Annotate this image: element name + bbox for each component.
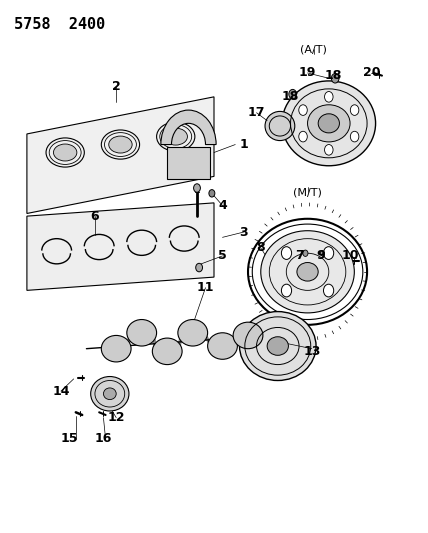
Text: 18: 18: [324, 69, 342, 82]
Text: 11: 11: [197, 281, 214, 294]
Text: 5: 5: [218, 249, 227, 262]
Circle shape: [331, 74, 339, 83]
Text: (M/T): (M/T): [293, 187, 322, 197]
Text: 2: 2: [112, 80, 121, 93]
Text: 7: 7: [294, 249, 303, 262]
Ellipse shape: [318, 114, 339, 133]
Circle shape: [320, 251, 324, 256]
Circle shape: [299, 131, 307, 142]
Text: 5758  2400: 5758 2400: [14, 17, 105, 33]
Wedge shape: [161, 110, 216, 144]
FancyBboxPatch shape: [167, 147, 210, 179]
Circle shape: [281, 247, 291, 260]
Text: 10: 10: [341, 249, 359, 262]
Circle shape: [324, 284, 334, 297]
Circle shape: [324, 92, 333, 102]
Text: 18: 18: [282, 90, 299, 103]
Text: 20: 20: [363, 67, 380, 79]
Text: 19: 19: [299, 67, 316, 79]
Circle shape: [209, 190, 215, 197]
Polygon shape: [27, 203, 214, 290]
Polygon shape: [27, 97, 214, 214]
Text: 6: 6: [91, 209, 99, 223]
Ellipse shape: [208, 333, 238, 359]
Ellipse shape: [109, 136, 132, 153]
Circle shape: [351, 131, 359, 142]
Ellipse shape: [240, 312, 316, 381]
Text: 17: 17: [248, 106, 265, 119]
Circle shape: [324, 247, 334, 260]
Ellipse shape: [282, 81, 376, 166]
Ellipse shape: [101, 335, 131, 362]
Ellipse shape: [164, 128, 187, 145]
Ellipse shape: [54, 144, 77, 161]
Text: 3: 3: [239, 225, 248, 239]
Ellipse shape: [152, 338, 182, 365]
Ellipse shape: [178, 319, 208, 346]
Text: 14: 14: [52, 385, 70, 398]
Ellipse shape: [261, 231, 354, 313]
Text: 1: 1: [239, 138, 248, 151]
Text: 4: 4: [218, 199, 227, 212]
Text: 16: 16: [95, 432, 112, 446]
Ellipse shape: [233, 322, 263, 349]
Ellipse shape: [104, 388, 116, 400]
Text: 13: 13: [303, 345, 321, 358]
Ellipse shape: [308, 105, 350, 142]
Ellipse shape: [91, 376, 129, 411]
Circle shape: [299, 105, 307, 115]
Ellipse shape: [127, 319, 157, 346]
Circle shape: [351, 105, 359, 115]
Ellipse shape: [297, 263, 318, 281]
Circle shape: [324, 144, 333, 155]
Text: 15: 15: [61, 432, 78, 446]
Text: 12: 12: [107, 411, 125, 424]
Circle shape: [193, 184, 200, 192]
Circle shape: [303, 250, 308, 256]
Circle shape: [289, 90, 297, 99]
Text: (A/T): (A/T): [300, 44, 327, 54]
Text: 9: 9: [316, 249, 324, 262]
Ellipse shape: [265, 111, 295, 141]
Text: 8: 8: [256, 241, 265, 254]
Ellipse shape: [267, 337, 288, 356]
Circle shape: [281, 284, 291, 297]
Circle shape: [196, 263, 202, 272]
